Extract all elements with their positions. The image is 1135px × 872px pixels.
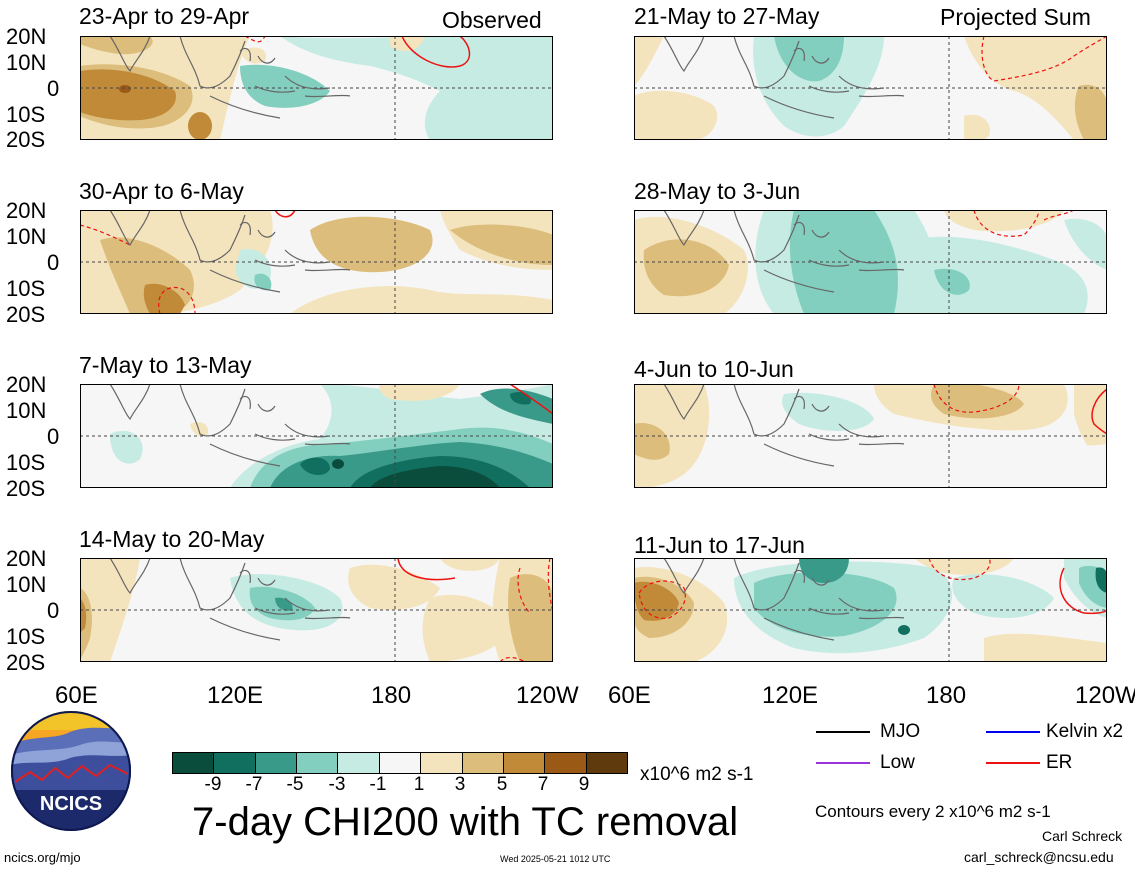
colorbar-swatch bbox=[173, 753, 215, 773]
map-panel-4 bbox=[80, 558, 553, 662]
lat-label: 10S bbox=[6, 102, 46, 127]
colorbar-tick: -1 bbox=[369, 774, 387, 795]
lat-label: 10N bbox=[6, 50, 47, 75]
panel-title-4: 14-May to 20-May bbox=[79, 526, 265, 552]
panel-title-3: 7-May to 13-May bbox=[79, 352, 252, 378]
colorbar-swatch bbox=[338, 753, 380, 773]
er-line-swatch bbox=[986, 762, 1040, 764]
panel-title-6: 28-May to 3-Jun bbox=[634, 178, 801, 204]
lat-label: 20N bbox=[6, 372, 47, 397]
colorbar-tick: 1 bbox=[413, 774, 425, 795]
lat-label: 0 bbox=[47, 76, 60, 101]
colorbar-tick: 7 bbox=[537, 774, 549, 795]
map-panel-7 bbox=[634, 384, 1107, 488]
panel-title-5: 21-May to 27-May bbox=[634, 3, 820, 29]
map-panel-1 bbox=[80, 36, 553, 140]
panel-title-8: 11-Jun to 17-Jun bbox=[634, 532, 805, 558]
colorbar-tick: -9 bbox=[204, 774, 222, 795]
lat-label: 20S bbox=[6, 302, 46, 327]
colorbar-swatch bbox=[379, 753, 422, 773]
colorbar-tick: -3 bbox=[328, 774, 346, 795]
logo-text: NCICS bbox=[40, 793, 102, 815]
map-panel-8 bbox=[634, 558, 1107, 662]
lat-label: 20N bbox=[6, 198, 47, 223]
lon-label: 120E bbox=[207, 682, 264, 709]
colorbar-swatch bbox=[421, 753, 463, 773]
low-line-swatch bbox=[816, 762, 870, 764]
colorbar-swatch bbox=[462, 753, 504, 773]
observed-label: Observed bbox=[442, 7, 542, 33]
lon-label: 120W bbox=[516, 682, 579, 709]
lat-label: 20N bbox=[6, 546, 47, 571]
figure-title: 7-day CHI200 with TC removal bbox=[192, 800, 739, 844]
er-legend-label: ER bbox=[1046, 752, 1073, 773]
colorbar-units: x10^6 m2 s-1 bbox=[640, 764, 754, 785]
projected-sum-label: Projected Sum bbox=[940, 4, 1091, 30]
kelvin-line-swatch bbox=[986, 731, 1040, 733]
ncics-logo: NCICS bbox=[10, 710, 132, 832]
lat-label: 10S bbox=[6, 624, 46, 649]
lat-label: 10N bbox=[6, 224, 47, 249]
colorbar-swatch bbox=[255, 753, 298, 773]
panel-title-7: 4-Jun to 10-Jun bbox=[634, 356, 794, 382]
lon-label: 180 bbox=[926, 682, 967, 709]
lat-label: 10N bbox=[6, 572, 47, 597]
lon-label: 180 bbox=[371, 682, 412, 709]
colorbar-tick: -7 bbox=[245, 774, 263, 795]
lat-label: 20S bbox=[6, 127, 46, 152]
lat-label: 0 bbox=[47, 424, 60, 449]
contour-note: Contours every 2 x10^6 m2 s-1 bbox=[815, 802, 1051, 821]
colorbar-swatch bbox=[586, 753, 627, 773]
lat-label: 0 bbox=[47, 250, 60, 275]
lat-label: 20S bbox=[6, 476, 46, 501]
colorbar-tick: 5 bbox=[496, 774, 508, 795]
low-legend-label: Low bbox=[880, 752, 915, 773]
mjo-line-swatch bbox=[816, 731, 870, 733]
lat-label: 10S bbox=[6, 450, 46, 475]
map-panel-5 bbox=[634, 36, 1107, 140]
colorbar-swatch bbox=[503, 753, 546, 773]
kelvin-legend-label: Kelvin x2 bbox=[1046, 721, 1124, 742]
lon-label: 60E bbox=[608, 682, 651, 709]
colorbar-swatch bbox=[297, 753, 339, 773]
mjo-legend-label: MJO bbox=[880, 721, 921, 742]
lat-label: 10S bbox=[6, 276, 46, 301]
lat-label: 20S bbox=[6, 650, 46, 675]
colorbar bbox=[172, 752, 628, 774]
lon-label: 120W bbox=[1075, 682, 1135, 709]
map-panel-6 bbox=[634, 210, 1107, 314]
panel-title-1: 23-Apr to 29-Apr bbox=[79, 3, 250, 29]
map-panel-3 bbox=[80, 384, 553, 488]
author-name: Carl Schreck bbox=[1042, 828, 1123, 844]
timestamp: Wed 2025-05-21 1012 UTC bbox=[500, 854, 611, 864]
colorbar-tick: 9 bbox=[578, 774, 590, 795]
lat-label: 0 bbox=[47, 598, 60, 623]
lon-label: 60E bbox=[55, 682, 98, 709]
lat-label: 10N bbox=[6, 398, 47, 423]
colorbar-tick: 3 bbox=[454, 774, 466, 795]
colorbar-tick: -5 bbox=[286, 774, 304, 795]
panel-title-2: 30-Apr to 6-May bbox=[79, 178, 244, 204]
lon-label: 120E bbox=[762, 682, 819, 709]
colorbar-swatch bbox=[545, 753, 587, 773]
author-email: carl_schreck@ncsu.edu bbox=[964, 849, 1114, 865]
lat-label: 20N bbox=[6, 24, 47, 49]
site-link[interactable]: ncics.org/mjo bbox=[4, 850, 81, 865]
map-panel-2 bbox=[80, 210, 553, 314]
colorbar-swatch bbox=[214, 753, 256, 773]
